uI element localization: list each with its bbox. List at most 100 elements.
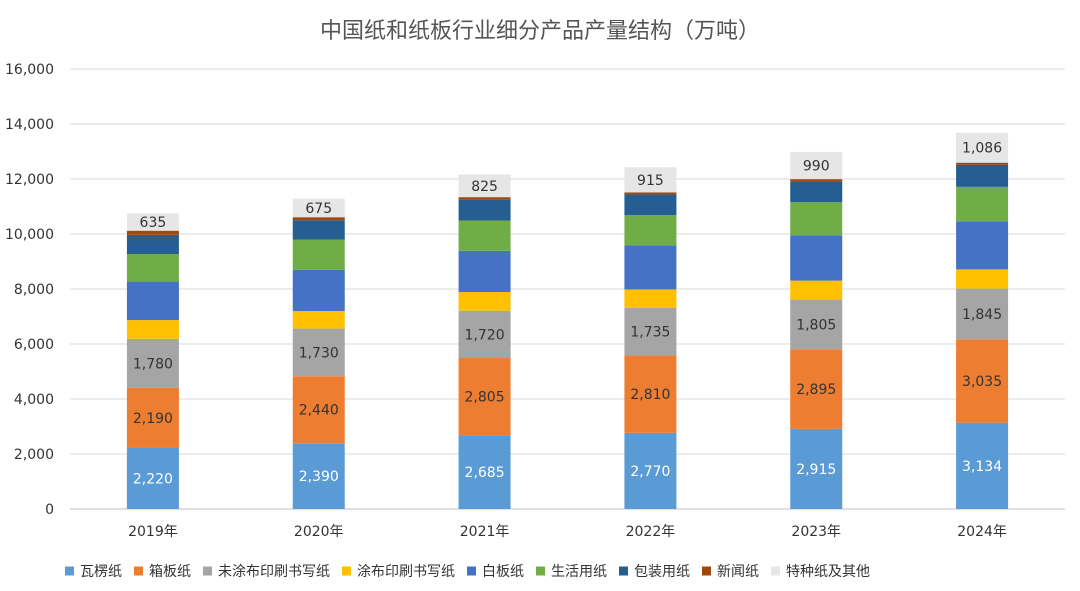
bar-segment <box>624 355 677 433</box>
y-tick-label: 14,000 <box>5 117 54 133</box>
bar-segment <box>292 443 345 509</box>
bar-segment <box>126 387 179 448</box>
bar-segment <box>126 338 179 388</box>
legend-item: 涂布印刷书写纸 <box>342 564 455 580</box>
bar-segment <box>956 221 1009 270</box>
x-tick-label: 2024年 <box>957 524 1007 540</box>
y-tick-label: 12,000 <box>5 172 54 188</box>
bar-segment <box>292 198 345 218</box>
bar-segment <box>126 281 179 321</box>
data-label: 2,440 <box>299 403 339 419</box>
bar-segment <box>292 217 345 221</box>
legend-label: 特种纸及其他 <box>786 564 870 580</box>
bar-segment <box>292 220 345 240</box>
data-labels: 2,220 2,190 1,780 635 2,390 2,440 1,730 675 2,68… <box>133 141 1002 488</box>
legend-label: 新闻纸 <box>717 564 759 580</box>
bar-segment <box>956 422 1009 509</box>
legend: 瓦楞纸 箱板纸 未涂布印刷书写纸 涂布印刷书写纸 白板纸 生活用纸 包装用纸 新闻纸 特种纸及其… <box>65 564 870 580</box>
legend-item: 特种纸及其他 <box>771 564 870 580</box>
data-label: 825 <box>471 179 498 195</box>
y-tick-label: 0 <box>45 502 54 518</box>
gridlines <box>70 68 1065 510</box>
data-label: 2,915 <box>796 462 836 478</box>
chart-title: 中国纸和纸板行业细分产品产量结构（万吨） <box>320 19 760 44</box>
bar-segment <box>126 234 179 255</box>
y-tick-label: 16,000 <box>5 62 54 78</box>
data-label: 1,086 <box>962 141 1002 157</box>
bar-segment <box>126 320 179 339</box>
legend-swatch <box>203 566 212 576</box>
bar-segment <box>956 186 1009 222</box>
legend-swatch <box>536 566 545 576</box>
bar-segment <box>292 376 345 444</box>
bar-segment <box>624 215 677 246</box>
bar-segment <box>292 328 345 377</box>
bar-segment <box>790 181 843 203</box>
y-tick-label: 6,000 <box>14 337 54 353</box>
bar-segment <box>292 239 345 270</box>
x-tick-label: 2023年 <box>791 524 841 540</box>
legend-label: 箱板纸 <box>149 564 191 580</box>
y-axis: 0 2,000 4,000 6,000 8,000 10,000 12,000 14,000 1… <box>5 62 54 518</box>
bar-segment <box>624 307 677 356</box>
legend-item: 白板纸 <box>467 564 524 580</box>
y-tick-label: 4,000 <box>14 392 54 408</box>
bar-segment <box>790 202 843 236</box>
bar-segment <box>126 213 179 231</box>
data-label: 675 <box>305 201 332 217</box>
bar-segment <box>624 245 677 290</box>
bar-segment <box>458 250 511 293</box>
data-label: 2,805 <box>465 390 505 406</box>
y-tick-label: 2,000 <box>14 447 54 463</box>
bar-segment <box>292 269 345 311</box>
data-label: 1,780 <box>133 356 173 372</box>
data-label: 1,845 <box>962 307 1002 323</box>
bar-segment <box>956 269 1009 289</box>
bar-segment <box>458 292 511 311</box>
x-tick-label: 2020年 <box>294 524 344 540</box>
bar-segment <box>956 339 1009 423</box>
data-label: 3,035 <box>962 374 1002 390</box>
legend-label: 白板纸 <box>482 564 524 580</box>
bar-segment <box>126 254 179 282</box>
legend-label: 瓦楞纸 <box>80 564 122 580</box>
bar-segment <box>458 358 511 436</box>
bar-segment <box>790 428 843 509</box>
data-label: 2,390 <box>299 469 339 485</box>
x-tick-label: 2021年 <box>460 524 510 540</box>
bar-segment <box>624 167 677 193</box>
x-tick-label: 2022年 <box>626 524 676 540</box>
data-label: 3,134 <box>962 459 1002 475</box>
data-label: 2,770 <box>630 464 670 480</box>
legend-item: 箱板纸 <box>134 564 191 580</box>
data-label: 635 <box>140 215 167 231</box>
bar-segment <box>790 280 843 300</box>
legend-label: 生活用纸 <box>551 564 607 580</box>
x-axis: 2019年 2020年 2021年 2022年 2023年 2024年 <box>128 524 1007 540</box>
legend-item: 包装用纸 <box>619 564 690 580</box>
bar-segment <box>956 162 1009 165</box>
data-label: 2,810 <box>630 387 670 403</box>
bar-segment <box>126 230 179 235</box>
legend-swatch <box>619 566 628 576</box>
legend-label: 包装用纸 <box>634 564 690 580</box>
legend-swatch <box>342 566 351 576</box>
data-label: 2,220 <box>133 471 173 487</box>
bar-segment <box>458 310 511 359</box>
bar-segment <box>790 179 843 182</box>
legend-swatch <box>134 566 143 576</box>
legend-swatch <box>65 566 74 576</box>
bar-segment <box>956 164 1009 187</box>
legend-swatch <box>467 566 476 576</box>
data-label: 1,735 <box>630 325 670 341</box>
legend-swatch <box>702 566 711 576</box>
y-tick-label: 10,000 <box>5 227 54 243</box>
data-label: 990 <box>803 159 830 175</box>
bar-segment <box>790 299 843 350</box>
bar-segment <box>790 235 843 281</box>
data-label: 915 <box>637 173 664 189</box>
data-label: 1,720 <box>465 327 505 343</box>
legend-item: 瓦楞纸 <box>65 564 122 580</box>
bar-segment <box>458 197 511 200</box>
bar-segment <box>624 289 677 308</box>
